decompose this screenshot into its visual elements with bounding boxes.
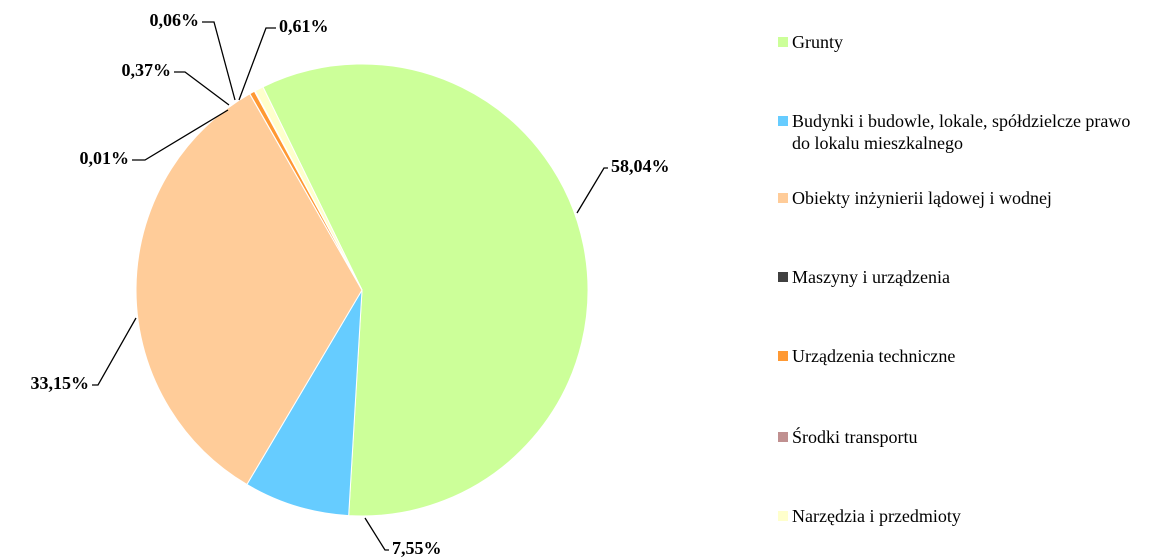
legend-label: Maszyny i urządzenia xyxy=(792,267,950,287)
leader-line xyxy=(92,317,137,386)
pie-slice xyxy=(246,289,363,517)
legend-label: Budynki i budowle, lokale, spółdzielcze … xyxy=(792,111,1131,153)
pie-slice xyxy=(254,86,363,291)
legend-label: Obiekty inżynierii lądowej i wodnej xyxy=(792,188,1052,208)
legend-item: Urządzenia techniczne xyxy=(778,345,1148,367)
legend-swatch xyxy=(778,37,788,47)
legend-item: Obiekty inżynierii lądowej i wodnej xyxy=(778,187,1148,209)
legend-swatch xyxy=(778,351,788,361)
legend-item: Narzędzia i przedmioty xyxy=(778,505,1148,527)
data-label: 7,55% xyxy=(392,538,442,558)
legend-item: Grunty xyxy=(778,31,1148,53)
legend-label: Urządzenia techniczne xyxy=(792,346,956,366)
data-label: 0,06% xyxy=(150,10,200,30)
legend-swatch xyxy=(778,511,788,521)
legend-label: Narzędzia i przedmioty xyxy=(792,506,961,526)
legend-swatch xyxy=(778,272,788,282)
data-label: 0,01% xyxy=(80,148,130,168)
data-label: 0,61% xyxy=(279,16,329,36)
legend-item: Maszyny i urządzenia xyxy=(778,266,1148,288)
legend-swatch xyxy=(778,432,788,442)
legend-label: Grunty xyxy=(792,32,843,52)
data-label: 58,04% xyxy=(611,156,670,176)
legend-item: Środki transportu xyxy=(778,426,1148,448)
legend-swatch xyxy=(778,193,788,203)
pie-slice xyxy=(262,63,589,517)
legend-label: Środki transportu xyxy=(792,427,918,447)
legend-item: Budynki i budowle, lokale, spółdzielcze … xyxy=(778,110,1148,154)
leader-line xyxy=(132,109,229,161)
legend-swatch xyxy=(778,116,788,126)
leader-line xyxy=(202,21,236,101)
leader-line xyxy=(174,71,230,106)
leader-line xyxy=(576,167,608,214)
data-label: 33,15% xyxy=(31,373,90,393)
data-label: 0,37% xyxy=(122,60,172,80)
leader-line xyxy=(364,517,389,551)
leader-line xyxy=(238,27,276,101)
